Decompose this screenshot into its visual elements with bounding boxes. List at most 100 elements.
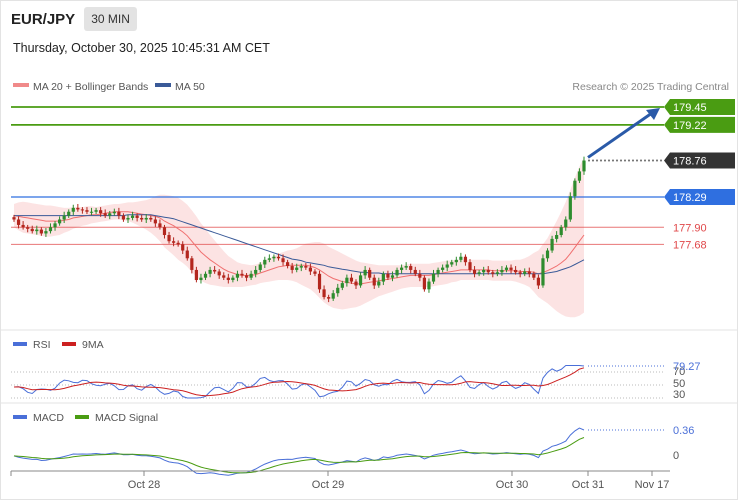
candle xyxy=(208,269,212,274)
candle xyxy=(349,277,354,282)
candle xyxy=(317,273,322,290)
rsi-ma-line xyxy=(13,367,585,397)
instrument-title: EUR/JPY xyxy=(11,10,76,28)
candle xyxy=(404,266,408,268)
candle xyxy=(35,229,39,232)
price-level-tag xyxy=(664,152,735,169)
legend-macd-swatch xyxy=(13,415,27,419)
candle xyxy=(272,256,276,259)
candle xyxy=(199,277,203,281)
candle xyxy=(532,273,536,278)
candle xyxy=(504,267,509,270)
price-level-label: 177.68 xyxy=(673,239,707,251)
price-level-label: 178.76 xyxy=(673,156,707,168)
candle xyxy=(89,211,94,213)
candle xyxy=(235,273,240,278)
candle xyxy=(518,272,522,274)
rsi-level-30: 30 xyxy=(673,389,685,401)
candle xyxy=(176,242,180,245)
candle xyxy=(363,269,367,276)
candle xyxy=(162,227,167,236)
candle xyxy=(149,217,153,220)
timeframe-badge[interactable]: 30 MIN xyxy=(84,7,137,31)
legend-ma50-swatch xyxy=(155,83,171,87)
candle xyxy=(67,211,71,216)
candle xyxy=(286,262,290,267)
candle xyxy=(263,259,267,265)
candle xyxy=(550,238,554,251)
bollinger-band xyxy=(14,157,584,318)
candle xyxy=(53,223,57,228)
candle xyxy=(121,215,126,220)
legend-rsi-label: RSI xyxy=(33,339,51,351)
candle xyxy=(80,209,84,211)
candle xyxy=(244,275,249,278)
candle xyxy=(381,273,385,282)
candle xyxy=(158,223,162,228)
candle xyxy=(472,269,477,274)
price-level-label: 177.90 xyxy=(673,222,707,234)
legend-ma50-label: MA 50 xyxy=(175,81,205,93)
time-tick-label: Oct 30 xyxy=(496,479,528,491)
candle xyxy=(12,217,16,220)
candle xyxy=(386,273,390,278)
candle xyxy=(527,271,531,274)
candle xyxy=(541,258,545,286)
candle xyxy=(322,289,326,298)
candle xyxy=(240,273,244,276)
candle xyxy=(559,227,563,236)
time-tick-label: Oct 31 xyxy=(572,479,604,491)
candle xyxy=(48,227,53,232)
candle xyxy=(431,273,436,282)
candle xyxy=(345,277,349,284)
candle xyxy=(130,215,135,218)
candle xyxy=(463,256,468,263)
candle xyxy=(422,277,426,290)
candle xyxy=(281,258,285,263)
candle xyxy=(44,231,48,234)
legend-ma20-label: MA 20 + Bollinger Bands xyxy=(33,81,148,93)
candle xyxy=(377,281,381,286)
candle xyxy=(213,269,217,272)
candle xyxy=(117,211,121,216)
candle xyxy=(450,262,454,265)
time-ticks: Oct 28 Oct 29 Oct 30 Oct 31 Nov 17 xyxy=(10,471,669,491)
candle xyxy=(71,207,75,212)
candle xyxy=(454,259,458,263)
candle xyxy=(231,277,235,281)
candle xyxy=(167,235,171,242)
candle xyxy=(58,219,62,224)
candle xyxy=(486,269,490,273)
rsi-layer xyxy=(11,365,664,399)
candle xyxy=(372,277,376,286)
candle xyxy=(340,283,344,288)
candle xyxy=(555,235,559,239)
candle xyxy=(203,273,208,278)
candle xyxy=(413,269,417,274)
candle xyxy=(400,267,404,270)
candle xyxy=(30,228,34,232)
candle xyxy=(254,269,258,274)
candle xyxy=(135,215,139,218)
candle xyxy=(545,250,550,259)
rsi-last-value: 79.27 xyxy=(673,361,701,373)
candle xyxy=(108,213,112,216)
candle xyxy=(358,275,363,286)
time-tick-label: Oct 29 xyxy=(312,479,344,491)
time-tick-label: Oct 28 xyxy=(128,479,160,491)
macd-zero-label: 0 xyxy=(673,450,679,462)
candle xyxy=(267,258,271,260)
legend-rsi-swatch xyxy=(13,342,27,346)
candle xyxy=(276,256,281,259)
forecast-arrow xyxy=(587,111,653,159)
candle xyxy=(459,256,463,260)
candle xyxy=(76,207,80,210)
price-level-label: 179.45 xyxy=(673,102,707,114)
candle xyxy=(577,171,582,181)
candle xyxy=(226,277,230,281)
candle xyxy=(418,273,422,278)
candle xyxy=(140,217,144,220)
candle xyxy=(509,267,513,270)
candle xyxy=(249,273,253,278)
candle xyxy=(390,275,395,278)
